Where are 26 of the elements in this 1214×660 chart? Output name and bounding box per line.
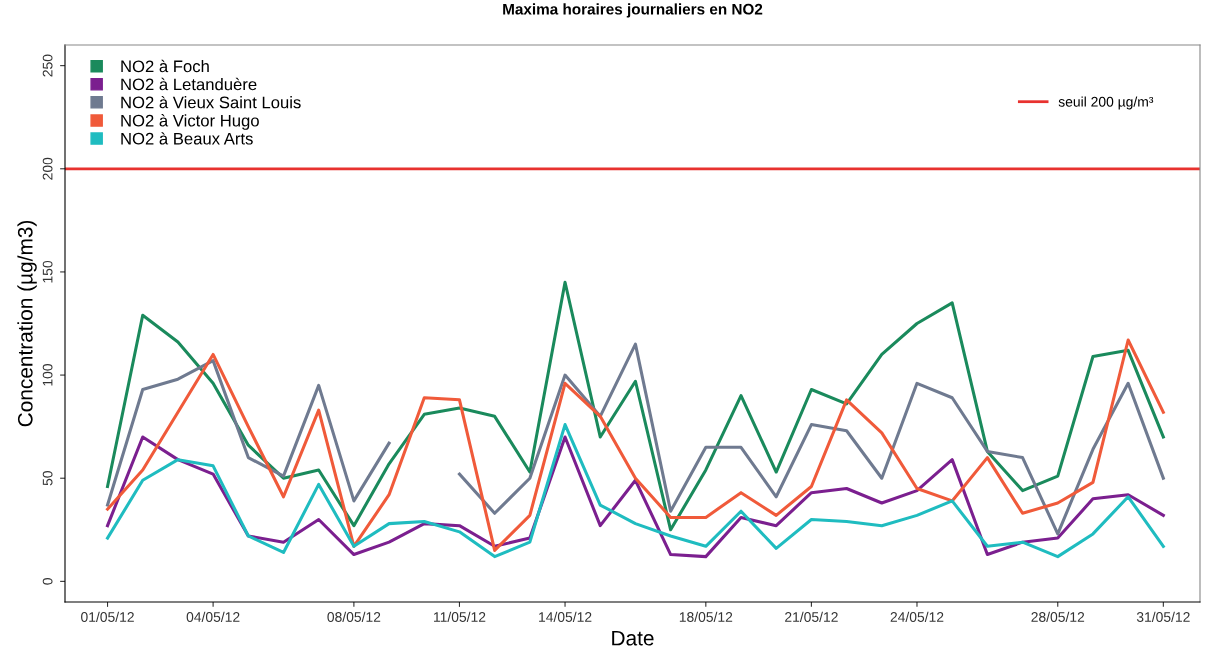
legend-label: NO2 à Beaux Arts (121, 132, 253, 145)
x-tick-label: 11/05/12 (434, 611, 486, 622)
x-axis-title: Date (612, 630, 654, 646)
x-tick-label: 21/05/12 (785, 611, 838, 622)
x-tick-label: 24/05/12 (890, 611, 944, 622)
x-tick-label: 04/05/12 (186, 611, 240, 622)
y-tick-label: 100 (42, 364, 53, 386)
legend-label: seuil 200 µg/m³ (1058, 96, 1154, 110)
x-tick-label: 18/05/12 (679, 611, 733, 622)
y-tick-label: 0 (42, 578, 53, 585)
y-tick-label: 50 (42, 471, 53, 486)
y-tick-label: 200 (42, 157, 53, 180)
legend-label: NO2 à Foch (121, 59, 209, 73)
x-tick-label: 14/05/12 (539, 611, 592, 622)
chart-title: Maxima horaires journaliers en NO2 (503, 3, 763, 18)
x-tick-label: 01/05/12 (81, 611, 134, 622)
x-tick-label: 28/05/12 (1031, 611, 1085, 622)
y-axis-title: Concentration (µg/m3) (17, 220, 37, 427)
y-tick-label: 150 (42, 260, 53, 283)
legend-label: NO2 à Victor Hugo (121, 114, 259, 130)
legend-label: NO2 à Vieux Saint Louis (121, 95, 301, 109)
x-tick-label: 08/05/12 (327, 611, 381, 622)
line-series (106, 280, 1165, 532)
legend-label: NO2 à Letanduère (121, 77, 257, 91)
x-tick-label: 31/05/12 (1136, 611, 1190, 622)
y-tick-label: 250 (42, 54, 53, 77)
